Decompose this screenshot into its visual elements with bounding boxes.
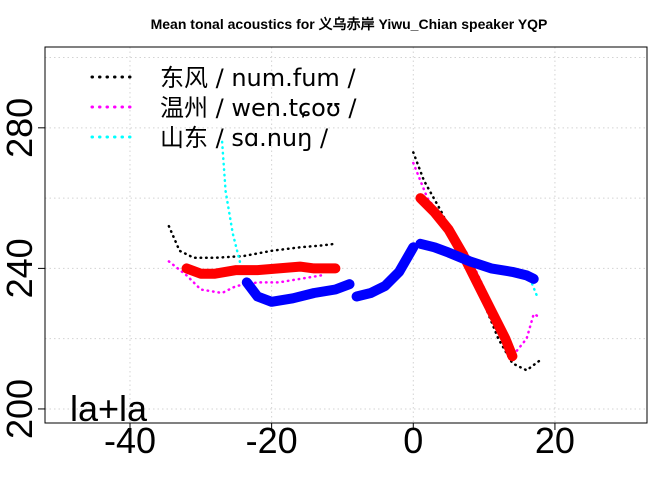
series-line [528, 277, 539, 298]
legend-label: 温州 / wen.tɕoʊ / [160, 94, 357, 122]
y-tick-label: 280 [0, 98, 40, 158]
legend-label: 山东 / sɑ.nuŋ / [160, 124, 329, 152]
grid-lines [45, 47, 647, 423]
x-axis: -40 -20 0 20 [104, 420, 575, 461]
series-3 [181, 193, 518, 362]
series-line [167, 260, 323, 295]
y-tick-label: 240 [0, 238, 40, 298]
series-line [415, 193, 518, 362]
series-line [241, 277, 355, 307]
chart-title: Mean tonal acoustics for 义乌赤岸 Yiwu_Chian… [151, 16, 548, 32]
plot-frame [44, 46, 648, 424]
legend: 东风 / num.fum /温州 / wen.tɕoʊ /山东 / sɑ.nuŋ… [90, 64, 357, 152]
series-4 [241, 238, 539, 307]
x-tick-label: 0 [403, 420, 423, 461]
legend-label: 东风 / num.fum / [160, 64, 356, 92]
panel-label: la+la [70, 388, 148, 429]
x-tick-label: 20 [535, 420, 575, 461]
y-tick-label: 200 [0, 379, 40, 439]
x-tick-label: -20 [246, 420, 298, 461]
series-line [351, 242, 419, 302]
series-0 [167, 151, 543, 372]
series-line [167, 224, 337, 260]
x-tick-label: -40 [104, 420, 156, 461]
series-line [181, 261, 341, 279]
y-axis: 200 240 280 [0, 98, 45, 439]
series-layer [167, 140, 543, 372]
series-line [415, 238, 539, 284]
